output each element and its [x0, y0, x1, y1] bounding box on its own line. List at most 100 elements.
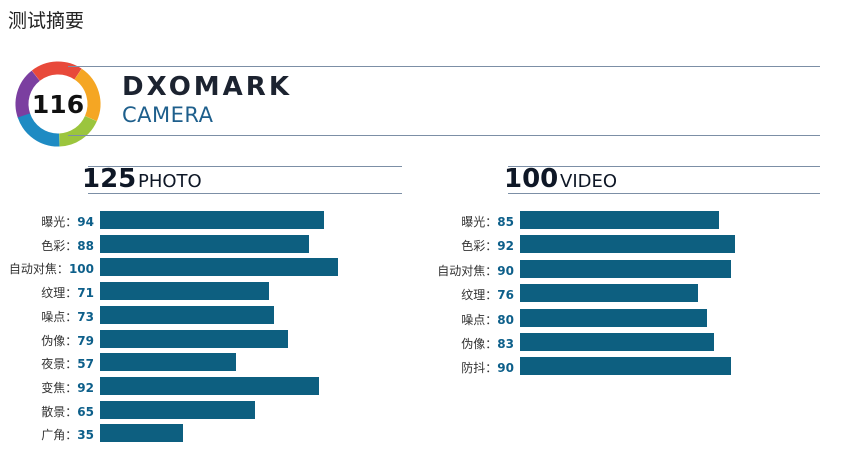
score-badge: 116 — [15, 61, 101, 147]
brand-subtitle: CAMERA — [122, 103, 214, 127]
category-label: 噪点： — [461, 312, 498, 327]
bar — [100, 400, 255, 419]
category-label: 防抖： — [461, 361, 498, 376]
bar — [520, 357, 731, 376]
category-label: 伪像： — [41, 333, 78, 348]
category-label: 色彩： — [461, 239, 498, 254]
bar-label: 噪点：80 — [0, 311, 514, 328]
bar — [100, 258, 338, 277]
bar-label: 广角：35 — [0, 426, 94, 443]
video-bottom-rule — [508, 193, 820, 194]
value-label: 73 — [77, 309, 94, 324]
value-label: 83 — [497, 337, 514, 351]
bar-label: 变焦：92 — [0, 379, 94, 396]
bar-label: 曝光：94 — [0, 213, 94, 230]
page-title: 测试摘要 — [8, 10, 85, 32]
bar — [100, 376, 319, 395]
bar — [100, 282, 269, 301]
value-label: 88 — [77, 238, 94, 253]
category-label: 噪点： — [41, 309, 78, 324]
value-label: 65 — [77, 404, 94, 419]
bar — [100, 305, 274, 324]
value-label: 35 — [77, 428, 94, 443]
bar — [520, 284, 698, 303]
bar-row: 噪点：80 — [0, 307, 764, 331]
category-label: 自动对焦： — [437, 263, 498, 278]
bar-label: 色彩：92 — [0, 237, 514, 254]
bar-label: 伪像：79 — [0, 332, 94, 349]
value-label: 71 — [77, 286, 94, 301]
value-label: 80 — [497, 312, 514, 327]
category-label: 变焦： — [41, 380, 78, 395]
category-label: 曝光： — [41, 215, 78, 229]
bar-label: 噪点：73 — [0, 308, 94, 325]
bar — [520, 211, 719, 229]
badge-score: 116 — [32, 90, 84, 119]
value-label: 76 — [497, 288, 514, 303]
video-label: VIDEO — [560, 171, 618, 192]
value-label: 57 — [77, 357, 94, 372]
video-score: 100 — [504, 164, 559, 194]
bar-row: 纹理：76 — [0, 282, 764, 306]
bar-row: 噪点：73 — [0, 304, 348, 328]
bar-row: 伪像：83 — [0, 331, 764, 355]
bar-row: 纹理：71 — [0, 280, 348, 304]
value-label: 92 — [497, 239, 514, 254]
category-label: 纹理： — [41, 286, 78, 301]
bar — [100, 234, 309, 253]
bar-row: 曝光：85 — [0, 209, 764, 233]
bar — [520, 308, 707, 327]
bar-label: 色彩：88 — [0, 237, 94, 254]
value-label: 90 — [497, 361, 514, 376]
bar-label: 曝光：85 — [0, 213, 514, 230]
bar-row: 广角：35 — [0, 422, 348, 446]
bar-row: 防抖：90 — [0, 355, 764, 379]
category-label: 色彩： — [41, 238, 78, 253]
bar-label: 散景：65 — [0, 403, 94, 420]
bar-row: 自动对焦：100 — [0, 256, 348, 280]
photo-bottom-rule — [88, 193, 402, 194]
photo-top-rule — [88, 166, 402, 167]
bar-label: 纹理：71 — [0, 284, 94, 301]
brand-top-rule — [68, 66, 820, 67]
badge-ring-orange — [15, 61, 101, 147]
value-label: 100 — [68, 262, 94, 277]
value-label: 79 — [77, 333, 94, 348]
bar-row: 散景：65 — [0, 399, 348, 423]
bar — [100, 211, 324, 229]
bar-row: 伪像：79 — [0, 328, 348, 352]
category-label: 自动对焦： — [8, 262, 69, 277]
bar-label: 夜景：57 — [0, 355, 94, 372]
category-label: 伪像： — [461, 337, 498, 351]
bar-label: 自动对焦：100 — [0, 260, 94, 277]
badge-inner-disc — [30, 76, 86, 132]
brand-bottom-rule — [68, 135, 820, 136]
bar-label: 自动对焦：90 — [0, 262, 514, 279]
category-label: 散景： — [41, 404, 78, 419]
brand-name: DXOMARK — [122, 72, 292, 102]
bar — [520, 259, 731, 278]
bar-label: 纹理：76 — [0, 286, 514, 303]
bar-row: 色彩：92 — [0, 233, 764, 257]
badge-ring-blue — [15, 61, 101, 147]
bar — [520, 333, 714, 351]
category-label: 广角： — [41, 428, 78, 443]
bar — [100, 353, 236, 372]
value-label: 94 — [77, 215, 94, 229]
value-label: 85 — [497, 215, 514, 229]
value-label: 92 — [77, 380, 94, 395]
bar-label: 防抖：90 — [0, 359, 514, 376]
bar-row: 夜景：57 — [0, 351, 348, 375]
category-label: 夜景： — [41, 357, 78, 372]
photo-label: PHOTO — [138, 171, 202, 192]
bar — [100, 329, 288, 348]
category-label: 曝光： — [461, 215, 498, 229]
value-label: 90 — [497, 263, 514, 278]
bar — [100, 424, 183, 443]
photo-score: 125 — [82, 164, 137, 194]
bar-label: 伪像：83 — [0, 335, 514, 352]
bar-row: 变焦：92 — [0, 375, 348, 399]
category-label: 纹理： — [461, 288, 498, 303]
video-top-rule — [508, 166, 820, 167]
bar-row: 自动对焦：90 — [0, 258, 764, 282]
